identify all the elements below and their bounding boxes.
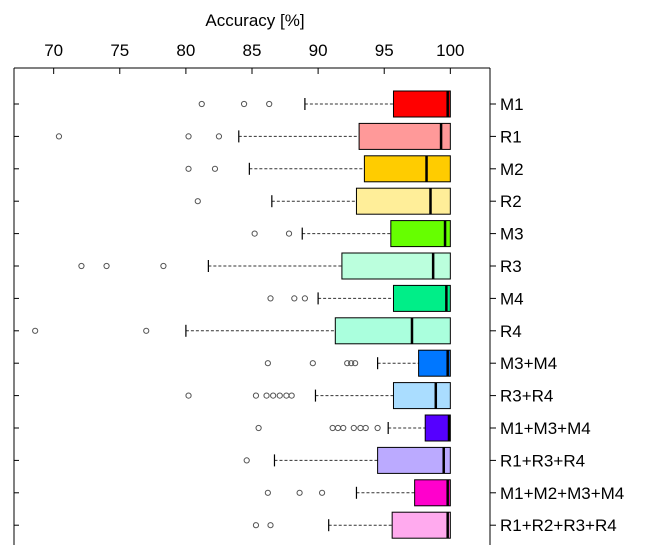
outlier-point [266, 100, 273, 108]
outlier-point [215, 133, 223, 140]
iqr-box [334, 317, 451, 345]
x-tick-label: 70 [44, 41, 63, 60]
category-label: M4 [500, 289, 524, 308]
outlier-point [263, 392, 270, 399]
box-m1-m2-m3-m4: M1+M2+M3+M4 [14, 479, 624, 507]
iqr-box [363, 155, 451, 183]
outlier-point [329, 424, 336, 432]
x-tick-label: 85 [243, 41, 262, 60]
x-tick-label: 80 [176, 41, 195, 60]
box-r1-r3-r4: R1+R3+R4 [14, 446, 585, 474]
outlier-point [285, 230, 293, 237]
x-tick-label: 100 [436, 41, 464, 60]
outlier-point [309, 360, 316, 367]
x-tick-label: 75 [110, 41, 129, 60]
box-r1-r2-r3-r4: R1+R2+R3+R4 [14, 511, 617, 539]
iqr-box [392, 284, 451, 312]
outlier-point [291, 295, 298, 302]
outlier-point [288, 392, 295, 399]
outlier-point [32, 327, 39, 334]
box-m1: M1 [14, 90, 524, 118]
outlier-point [198, 100, 205, 108]
outlier-point [78, 262, 85, 270]
category-label: M1+M2+M3+M4 [500, 484, 624, 503]
outlier-point [103, 262, 110, 270]
box-m4: M4 [14, 284, 524, 312]
outlier-point [211, 165, 219, 172]
outlier-point [267, 522, 274, 529]
category-label: R3 [500, 257, 522, 276]
outlier-point [55, 133, 63, 140]
box-plots: M1 R1 M2 R2 M3 R3 M4 R4 M3+M4 R3+R4 M1+M3+M4 R1+R3+… [14, 90, 624, 539]
iqr-box [355, 187, 451, 215]
outlier-point [264, 360, 271, 367]
outlier-point [143, 327, 150, 334]
outlier-point [296, 489, 303, 496]
iqr-box [414, 479, 451, 507]
outlier-point [283, 392, 290, 399]
x-axis-title: Accuracy [%] [205, 11, 304, 30]
outlier-point [194, 198, 201, 205]
category-label: R2 [500, 192, 522, 211]
x-tick-label: 90 [309, 41, 328, 60]
box-r2: R2 [14, 187, 522, 215]
category-label: R1 [500, 127, 522, 146]
box-m1-m3-m4: M1+M3+M4 [14, 414, 591, 442]
outlier-point [185, 133, 192, 140]
outlier-point [348, 360, 355, 367]
category-label: M3 [500, 225, 524, 244]
box-r3-r4: R3+R4 [14, 382, 553, 410]
iqr-box [358, 122, 451, 150]
outlier-point [243, 457, 250, 464]
outlier-point [374, 424, 381, 432]
outlier-point [318, 489, 326, 496]
outlier-point [264, 489, 271, 496]
iqr-box [392, 90, 451, 118]
outlier-point [357, 424, 364, 432]
box-r4: R4 [14, 317, 522, 345]
box-m2: M2 [14, 155, 524, 183]
outlier-point [185, 165, 192, 172]
category-label: R4 [500, 322, 522, 341]
category-label: M3+M4 [500, 354, 557, 373]
outlier-point [301, 295, 308, 302]
box-m3-m4: M3+M4 [14, 349, 557, 377]
outlier-point [255, 424, 262, 432]
outlier-point [267, 295, 274, 302]
outlier-point [276, 392, 283, 399]
outlier-point [352, 360, 359, 367]
iqr-box [418, 349, 451, 377]
box-r1: R1 [14, 122, 522, 150]
box-m3: M3 [14, 220, 524, 248]
category-label: R3+R4 [500, 387, 553, 406]
category-label: R1+R3+R4 [500, 451, 585, 470]
iqr-box [377, 446, 451, 474]
outlier-point [240, 100, 248, 108]
category-label: R1+R2+R3+R4 [500, 516, 617, 535]
outlier-point [251, 230, 258, 237]
iqr-box [392, 382, 451, 410]
x-tick-label: 95 [375, 41, 394, 60]
outlier-point [185, 392, 192, 399]
outlier-point [334, 424, 342, 432]
box-r3: R3 [14, 252, 522, 280]
iqr-box [391, 511, 451, 539]
category-label: M1 [500, 95, 524, 114]
outlier-point [350, 424, 357, 432]
outlier-point [362, 424, 369, 432]
iqr-box [424, 414, 451, 442]
outlier-point [270, 392, 277, 399]
category-label: M2 [500, 160, 524, 179]
outlier-point [160, 262, 167, 270]
outlier-point [340, 424, 347, 432]
outlier-point [344, 360, 351, 367]
iqr-box [390, 220, 451, 248]
x-axis-ticks: 70 75 80 85 90 95 100 [44, 41, 465, 74]
category-label: M1+M3+M4 [500, 419, 591, 438]
outlier-point [252, 522, 260, 529]
outlier-point [252, 392, 260, 399]
